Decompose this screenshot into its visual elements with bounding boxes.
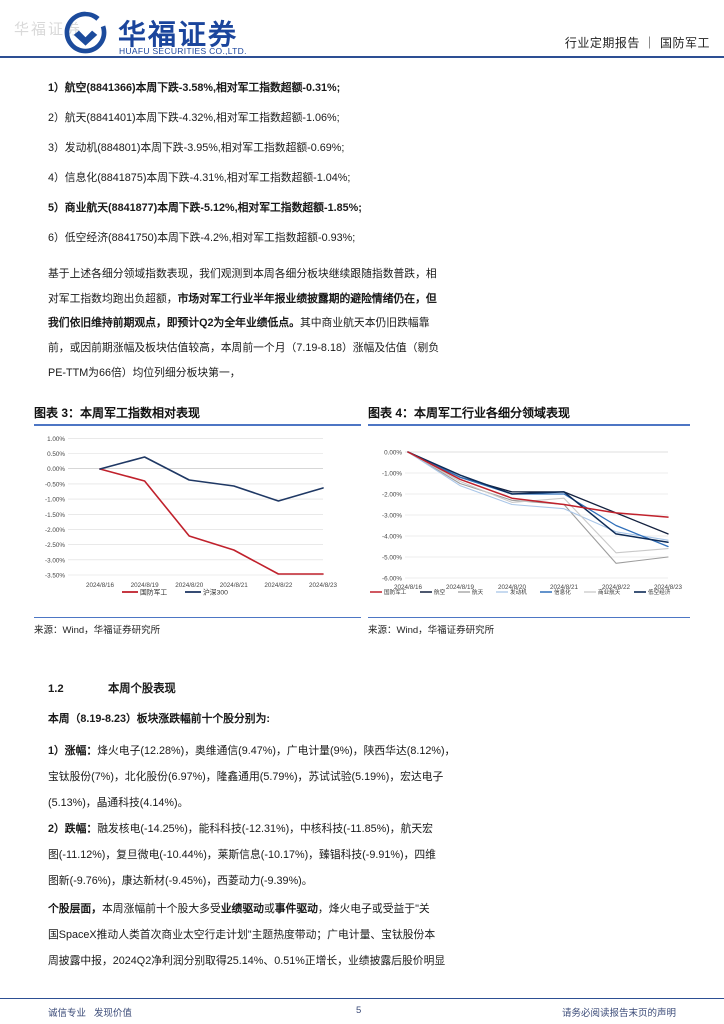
svg-text:0.00%: 0.00%: [47, 466, 65, 473]
svg-text:商业航天: 商业航天: [598, 588, 621, 596]
svg-text:国防军工: 国防军工: [140, 588, 167, 597]
svg-text:2024/8/21: 2024/8/21: [220, 582, 249, 589]
svg-text:国防军工: 国防军工: [384, 588, 407, 596]
svg-text:2024/8/16: 2024/8/16: [86, 582, 115, 589]
svg-text:1.00%: 1.00%: [47, 436, 65, 443]
svg-text:-1.50%: -1.50%: [45, 512, 65, 519]
svg-text:-5.00%: -5.00%: [382, 555, 402, 562]
svg-text:低空经济: 低空经济: [648, 588, 671, 596]
svg-text:沪深300: 沪深300: [203, 588, 228, 597]
svg-text:2024/8/19: 2024/8/19: [446, 584, 475, 591]
svg-text:-3.50%: -3.50%: [45, 573, 65, 580]
svg-text:2024/8/23: 2024/8/23: [309, 582, 338, 589]
svg-text:0.00%: 0.00%: [384, 450, 402, 457]
svg-text:航空: 航空: [434, 588, 446, 596]
svg-text:-1.00%: -1.00%: [45, 497, 65, 504]
svg-text:-3.00%: -3.00%: [382, 513, 402, 520]
svg-text:-2.00%: -2.00%: [382, 492, 402, 499]
svg-text:2024/8/19: 2024/8/19: [131, 582, 160, 589]
svg-text:发动机: 发动机: [510, 588, 527, 596]
svg-text:航天: 航天: [472, 588, 484, 596]
svg-text:2024/8/20: 2024/8/20: [175, 582, 204, 589]
svg-text:-2.00%: -2.00%: [45, 527, 65, 534]
svg-text:-0.50%: -0.50%: [45, 481, 65, 488]
svg-text:-3.00%: -3.00%: [45, 557, 65, 564]
svg-text:信息化: 信息化: [554, 588, 571, 596]
svg-text:0.50%: 0.50%: [47, 451, 65, 458]
svg-text:-6.00%: -6.00%: [382, 576, 402, 583]
svg-text:2024/8/22: 2024/8/22: [264, 582, 293, 589]
svg-text:-1.00%: -1.00%: [382, 471, 402, 478]
svg-text:-4.00%: -4.00%: [382, 534, 402, 541]
svg-text:-2.50%: -2.50%: [45, 542, 65, 549]
